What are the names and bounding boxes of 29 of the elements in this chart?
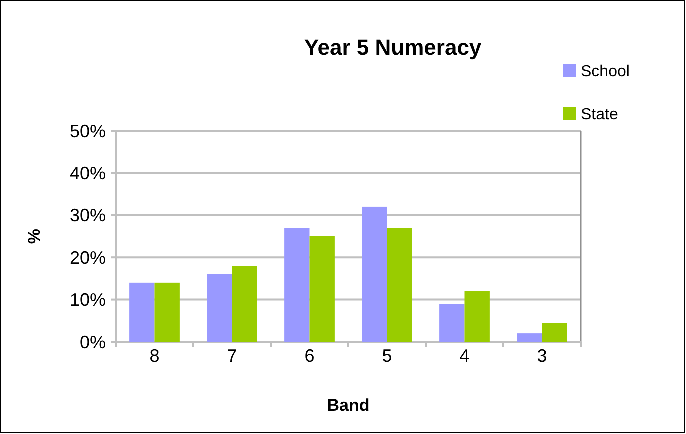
bar xyxy=(154,282,180,342)
x-tick-label: 3 xyxy=(537,346,548,366)
y-axis-title: % xyxy=(25,228,44,244)
x-tick-label: 4 xyxy=(460,346,470,366)
x-tick-label: 5 xyxy=(382,346,392,366)
y-tick-label: 20% xyxy=(70,248,106,268)
x-axis-title: Band xyxy=(327,396,370,415)
y-tick-label: 0% xyxy=(80,332,106,352)
bar xyxy=(464,291,490,342)
bar xyxy=(542,323,568,342)
legend-label: School xyxy=(581,64,630,81)
bar xyxy=(440,304,465,342)
bar xyxy=(387,228,412,342)
y-tick-label: 50% xyxy=(70,121,106,142)
bar xyxy=(130,282,155,342)
x-tick-label: 8 xyxy=(150,346,160,366)
bar xyxy=(310,236,335,342)
bar xyxy=(284,228,310,342)
bar xyxy=(362,206,388,342)
bar xyxy=(207,274,232,342)
x-tick-label: 6 xyxy=(304,346,315,366)
bar xyxy=(517,334,542,342)
chart-title: Year 5 Numeracy xyxy=(304,35,482,60)
y-tick-label: 30% xyxy=(70,206,106,226)
y-tick-label: 10% xyxy=(70,290,106,310)
y-tick-label: 40% xyxy=(70,164,106,184)
bar xyxy=(232,266,258,342)
x-tick-label: 7 xyxy=(227,346,238,366)
legend-label: State xyxy=(581,106,618,124)
